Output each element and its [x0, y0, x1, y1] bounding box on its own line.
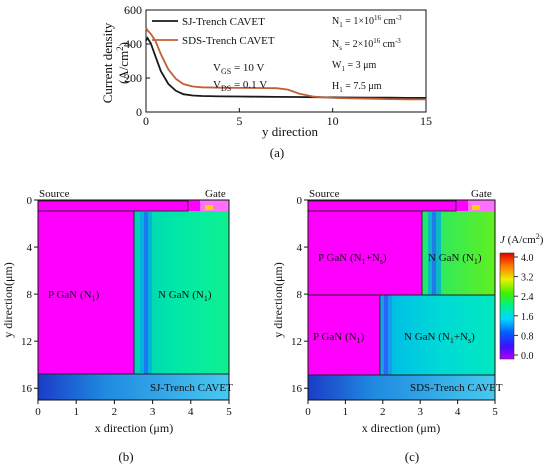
annotation-ns: Ns = 2×1016 cm-3 — [332, 37, 401, 52]
annotation-vgs: VGS = 10 V — [213, 62, 264, 76]
panel-c-gate-spot — [472, 205, 480, 210]
colorbar-gradient — [499, 252, 515, 360]
colorbar-ticks: 4.0 3.2 2.4 1.6 0.8 0.0 — [514, 253, 534, 362]
colorbar-tick-label: 4.0 — [521, 253, 534, 264]
panel-a-xtick-label: 0 — [143, 114, 149, 128]
b-ticks-ytick-label: 8 — [27, 289, 33, 301]
panel-a-series — [145, 27, 427, 101]
panel-c-lower-n-region — [380, 295, 495, 375]
c-ticks-xtick-label: 4 — [455, 406, 461, 418]
panel-a-xtick-label: 10 — [327, 114, 339, 128]
panel-b-drift-region — [38, 374, 229, 400]
panel-c-caption: SDS-Trench CAVET — [410, 382, 503, 394]
panel-b-gate-label: Gate — [205, 188, 226, 200]
panel-b-label: (b) — [118, 449, 133, 464]
panel-a-ytick-label: 200 — [124, 71, 142, 85]
b-ticks-xtick-label: 0 — [35, 406, 41, 418]
panel-b: Source Gate P GaN (N1) N GaN (N1) SJ-Tre… — [1, 188, 233, 464]
panel-c: Source Gate P GaN (N1+Ns) N GaN (N1) P G… — [271, 188, 544, 464]
panel-b-gate-spot — [205, 205, 213, 210]
c-ticks-xtick-label: 2 — [380, 406, 386, 418]
panel-c-lower-channel-core — [384, 295, 388, 375]
panel-c-gate-hotspot — [468, 200, 495, 211]
panel-a-ytick-label: 0 — [136, 105, 142, 119]
colorbar-tick-label: 2.4 — [521, 292, 534, 303]
panel-b-gate-hotspot — [200, 200, 229, 211]
c-ticks-xtick-label: 0 — [305, 406, 311, 418]
c-ticks-ytick-label: 4 — [297, 242, 303, 254]
panel-c-xlabel: x direction (μm) — [362, 421, 440, 435]
panel-b-plot-frame — [37, 199, 230, 401]
panel-c-source-label: Source — [309, 188, 340, 200]
panel-c-region-lower-p: P GaN (N1) — [313, 331, 365, 345]
panel-c-ylabel: y direction(μm) — [271, 262, 285, 337]
colorbar-tick-label: 1.6 — [521, 312, 534, 323]
panel-a-xtick-label: 15 — [420, 114, 432, 128]
colorbar-tick-label: 3.2 — [521, 273, 534, 284]
colorbar-title: J (A/cm2) — [500, 232, 544, 246]
b-ticks-ytick-label: 4 — [27, 242, 33, 254]
panel-a-ylabel-line2: (A/cm2) — [115, 42, 131, 84]
panel-a-legend: SJ-Trench CAVET SDS-Trench CAVET — [152, 16, 275, 47]
b-ticks-xtick-label: 4 — [188, 406, 194, 418]
panel-b-n-channel-core — [144, 212, 148, 374]
panel-b-caption: SJ-Trench CAVET — [150, 382, 233, 394]
panel-a-label: (a) — [270, 145, 284, 160]
panel-c-region-upper-p: P GaN (N1+Ns) — [318, 252, 387, 266]
panel-c-plot-frame — [307, 199, 496, 401]
c-ticks-xtick-label: 1 — [343, 406, 349, 418]
panel-c-gate-label: Gate — [471, 188, 492, 200]
colorbar: J (A/cm2) 4.0 3.2 2.4 1.6 0.8 0.0 — [499, 232, 544, 362]
b-ticks-xtick-label: 5 — [226, 406, 232, 418]
annotation-w1: W1 = 3 μm — [332, 60, 376, 73]
panel-a-ytick-label: 600 — [124, 3, 142, 17]
panel-b-top-strip — [38, 200, 229, 211]
annotation-h1: H1 = 7.5 μm — [332, 81, 382, 94]
annotation-vds: VDS = 0.1 V — [213, 79, 267, 93]
panel-a: 0 5 10 15 0 200 400 600 Current density (A/cm2)… — [100, 3, 432, 160]
panel-a-ylabel-line1: Current density — [100, 22, 115, 103]
b-ticks-xtick-label: 3 — [150, 406, 156, 418]
legend-sj-label: SJ-Trench CAVET — [182, 16, 265, 28]
c-ticks-xtick-label: 3 — [417, 406, 423, 418]
panel-c-upper-channel-core — [432, 212, 436, 295]
panel-c-label: (c) — [405, 449, 419, 464]
panel-c-drift-region — [308, 375, 495, 400]
annotation-n1: N1 = 1×1016 cm-3 — [332, 14, 402, 29]
b-ticks-ytick-label: 16 — [21, 383, 33, 395]
c-ticks-ytick-label: 8 — [297, 289, 303, 301]
c-ticks-xtick-label: 5 — [492, 406, 498, 418]
panel-c-lower-p-region — [308, 295, 380, 375]
panel-c-region-lower-n: N GaN (N1+Ns) — [404, 331, 475, 345]
c-ticks-ytick-label: 12 — [291, 336, 302, 348]
b-ticks-xtick-label: 2 — [112, 406, 118, 418]
panel-b-xlabel: x direction (μm) — [95, 421, 173, 435]
panel-c-top-strip — [308, 200, 495, 211]
panel-a-ytick-label: 400 — [124, 37, 142, 51]
c-ticks-ytick-label: 0 — [297, 195, 303, 207]
panel-a-xtick-label: 5 — [236, 114, 242, 128]
panel-b-region-n: N GaN (N1) — [158, 289, 212, 303]
colorbar-tick-label: 0.0 — [521, 351, 534, 362]
panel-b-region-p: P GaN (N1) — [48, 289, 100, 303]
colorbar-tick-label: 0.8 — [521, 331, 534, 342]
b-ticks-xtick-label: 1 — [73, 406, 79, 418]
c-ticks-ytick-label: 16 — [291, 383, 303, 395]
panel-a-ticks: 0 5 10 15 0 200 400 600 — [124, 3, 432, 128]
b-ticks-ytick-label: 12 — [21, 336, 32, 348]
panel-a-xlabel: y direction — [262, 124, 318, 139]
panel-c-region-upper-n: N GaN (N1) — [428, 252, 482, 266]
panel-b-ylabel: y direction(μm) — [1, 262, 15, 337]
legend-sds-label: SDS-Trench CAVET — [182, 35, 275, 47]
series-line-sj — [145, 36, 426, 99]
series-line-sds — [145, 27, 427, 101]
panel-c-upper-p-region — [308, 211, 422, 295]
b-ticks-ytick-label: 0 — [27, 195, 33, 207]
panel-b-p-region — [38, 211, 134, 374]
panel-b-source-label: Source — [39, 188, 70, 200]
